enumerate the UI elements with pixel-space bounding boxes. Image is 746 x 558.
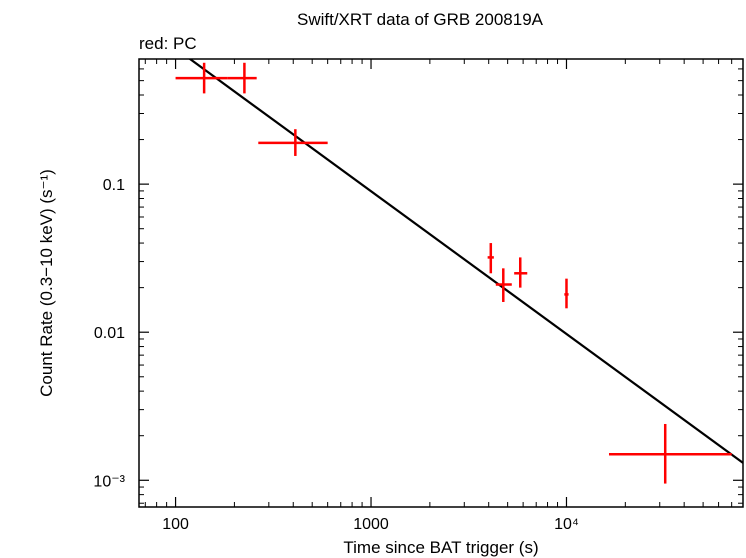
data-point	[487, 243, 494, 274]
x-tick-label: 10⁴	[554, 516, 579, 533]
y-tick-label: 10⁻³	[93, 473, 125, 490]
y-axis-label: Count Rate (0.3−10 keV) (s⁻¹)	[37, 169, 56, 397]
plot-content	[175, 59, 743, 484]
x-axis-label: Time since BAT trigger (s)	[343, 538, 538, 557]
y-tick-label: 0.1	[103, 177, 125, 194]
data-point	[608, 423, 732, 484]
fit-line	[188, 59, 743, 464]
data-point	[514, 257, 528, 288]
chart-title: Swift/XRT data of GRB 200819A	[297, 10, 544, 29]
data-point	[175, 62, 228, 94]
x-tick-label: 1000	[353, 516, 389, 533]
chart-subtitle: red: PC	[139, 34, 197, 53]
data-point	[495, 268, 512, 302]
axis-ticks: 100 1000 10⁴ 10⁻³ 0.01 0.1	[93, 59, 744, 533]
data-point	[564, 278, 569, 309]
data-point	[258, 129, 328, 156]
plot-frame	[138, 58, 744, 508]
x-tick-label: 100	[162, 516, 189, 533]
y-tick-label: 0.01	[94, 325, 125, 342]
data-point	[227, 62, 257, 94]
